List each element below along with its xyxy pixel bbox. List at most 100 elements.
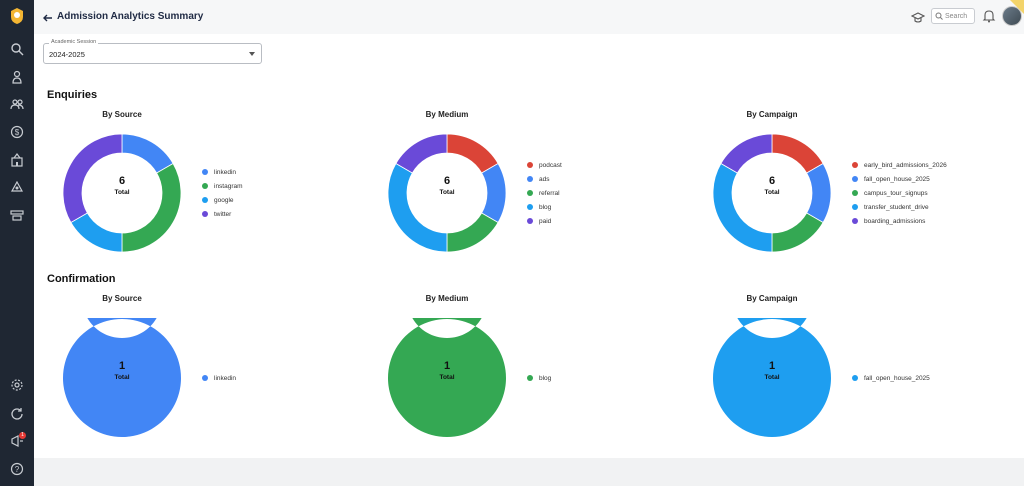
tools-icon[interactable] [9, 207, 25, 223]
donut-segment-paid[interactable] [395, 133, 448, 174]
main-content: Academic Session 2024-2025 Enquiries Con… [34, 34, 1024, 458]
legend-label: transfer_student_drive [864, 203, 929, 211]
svg-text:$: $ [15, 128, 20, 137]
enquiries-chart-title: By Medium [425, 110, 469, 119]
enquiries-legend: podcast ads referral blog paid [527, 158, 562, 228]
legend-item[interactable]: blog [527, 200, 562, 214]
graduation-cap-icon[interactable] [910, 10, 926, 24]
legend-item[interactable]: early_bird_admissions_2026 [852, 158, 947, 172]
donut-total-value: 1 [118, 360, 126, 372]
enquiries-legend: early_bird_admissions_2026 fall_open_hous… [852, 158, 947, 228]
legend-label: blog [539, 374, 552, 382]
search-icon[interactable] [9, 41, 25, 57]
legend-item[interactable]: blog [527, 371, 551, 385]
legend-dot-icon [852, 176, 858, 182]
legend-item[interactable]: paid [527, 214, 562, 228]
legend-item[interactable]: google [202, 193, 243, 207]
bell-icon[interactable] [982, 9, 996, 23]
legend-dot-icon [527, 375, 533, 381]
legend-dot-icon [852, 218, 858, 224]
search-icon [935, 12, 943, 20]
page-title: Admission Analytics Summary [57, 11, 204, 22]
help-icon[interactable]: ? [9, 461, 25, 477]
user-icon[interactable] [9, 69, 25, 85]
legend-label: paid [539, 217, 552, 225]
legend-dot-icon [527, 190, 533, 196]
donut-segment-boarding_admissions[interactable] [720, 133, 773, 174]
legend-item[interactable]: podcast [527, 158, 562, 172]
legend-dot-icon [202, 183, 208, 189]
search-placeholder: Search [945, 12, 968, 20]
confirmation-chart-title: By Campaign [746, 294, 798, 303]
legend-item[interactable]: transfer_student_drive [852, 200, 947, 214]
legend-dot-icon [852, 162, 858, 168]
donut-total-label: Total [114, 189, 130, 196]
logo-icon[interactable] [9, 7, 25, 25]
notification-badge: 1 [19, 432, 26, 439]
corner-ribbon [1010, 0, 1024, 14]
legend-item[interactable]: linkedin [202, 371, 236, 385]
legend-dot-icon [527, 204, 533, 210]
enquiries-chart-title: By Campaign [746, 110, 798, 119]
donut-segment-early_bird_admissions_2026[interactable] [771, 133, 824, 174]
donut-segment-campus_tour_signups[interactable] [771, 212, 824, 253]
refresh-icon[interactable] [9, 405, 25, 421]
academic-session-value: 2024-2025 [49, 50, 85, 59]
donut-total-label: Total [764, 374, 780, 381]
footer-area [34, 458, 1024, 486]
donut-svg [62, 133, 182, 253]
legend-item[interactable]: linkedin [202, 165, 243, 179]
legend-dot-icon [527, 218, 533, 224]
donut-segment-twitter[interactable] [62, 133, 123, 224]
legend-label: blog [539, 203, 552, 211]
academic-session-select[interactable]: Academic Session 2024-2025 [43, 39, 262, 64]
confirmation-legend: linkedin [202, 371, 236, 385]
legend-item[interactable]: boarding_admissions [852, 214, 947, 228]
legend-dot-icon [202, 211, 208, 217]
legend-item[interactable]: referral [527, 186, 562, 200]
legend-item[interactable]: fall_open_house_2025 [852, 371, 930, 385]
users-icon[interactable] [9, 96, 25, 112]
building-icon[interactable] [9, 152, 25, 168]
svg-text:?: ? [15, 465, 20, 474]
legend-item[interactable]: campus_tour_signups [852, 186, 947, 200]
legend-dot-icon [202, 197, 208, 203]
megaphone-icon[interactable] [9, 433, 25, 449]
dollar-icon[interactable]: $ [9, 124, 25, 140]
donut-segment-google[interactable] [70, 212, 123, 253]
legend-dot-icon [202, 375, 208, 381]
back-arrow-icon[interactable] [42, 11, 54, 23]
legend-label: campus_tour_signups [864, 189, 928, 197]
confirmation-legend: fall_open_house_2025 [852, 371, 930, 385]
legend-label: boarding_admissions [864, 217, 926, 225]
legend-label: twitter [214, 210, 232, 218]
legend-dot-icon [527, 162, 533, 168]
legend-label: google [214, 196, 234, 204]
donut-svg [387, 133, 507, 253]
legend-item[interactable]: fall_open_house_2025 [852, 172, 947, 186]
recycle-icon[interactable] [9, 180, 25, 196]
donut-total-value: 1 [443, 360, 451, 372]
confirmation-legend: blog [527, 371, 551, 385]
legend-label: podcast [539, 161, 562, 169]
donut-segment-linkedin[interactable] [121, 133, 174, 174]
donut-total-label: Total [764, 189, 780, 196]
donut-total-value: 6 [768, 175, 776, 187]
enquiries-chart-title: By Source [102, 110, 142, 119]
legend-label: linkedin [214, 374, 237, 382]
legend-item[interactable]: ads [527, 172, 562, 186]
legend-item[interactable]: twitter [202, 207, 243, 221]
search-input[interactable]: Search [931, 8, 975, 24]
legend-label: referral [539, 189, 560, 197]
chevron-down-icon [249, 52, 255, 56]
sidebar: $ 1 ? [0, 0, 34, 486]
donut-total-label: Total [439, 189, 455, 196]
confirmation-chart-title: By Medium [425, 294, 469, 303]
donut-total-label: Total [114, 374, 130, 381]
donut-segment-referral[interactable] [446, 212, 499, 253]
legend-item[interactable]: instagram [202, 179, 243, 193]
enquiries-heading: Enquiries [47, 89, 98, 101]
donut-segment-podcast[interactable] [446, 133, 499, 174]
settings-icon[interactable] [9, 377, 25, 393]
legend-dot-icon [852, 375, 858, 381]
